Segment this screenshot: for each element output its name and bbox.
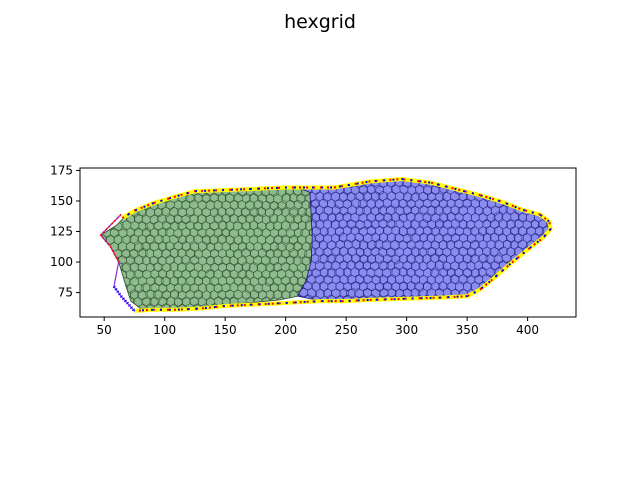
y-tick-label: 150 (50, 194, 73, 208)
y-axis: 75 100 125 150 175 (50, 163, 80, 299)
y-tick-label: 125 (50, 225, 73, 239)
x-tick-label: 400 (516, 323, 539, 337)
y-tick-label: 100 (50, 255, 73, 269)
x-tick-label: 150 (214, 323, 237, 337)
x-tick-label: 200 (274, 323, 297, 337)
x-tick-label: 350 (456, 323, 479, 337)
plot-area (86, 164, 564, 321)
y-tick-label: 75 (58, 286, 73, 300)
blue-cells-fill (298, 179, 551, 301)
green-cells-region (86, 172, 327, 321)
chart-title: hexgrid (284, 11, 356, 33)
x-tick-label: 300 (395, 323, 418, 337)
x-tick-label: 250 (335, 323, 358, 337)
y-tick-label: 175 (50, 163, 73, 177)
x-tick-label: 50 (97, 323, 112, 337)
x-tick-label: 100 (153, 323, 176, 337)
x-axis: 50 100 150 200 250 300 350 400 (97, 317, 540, 337)
